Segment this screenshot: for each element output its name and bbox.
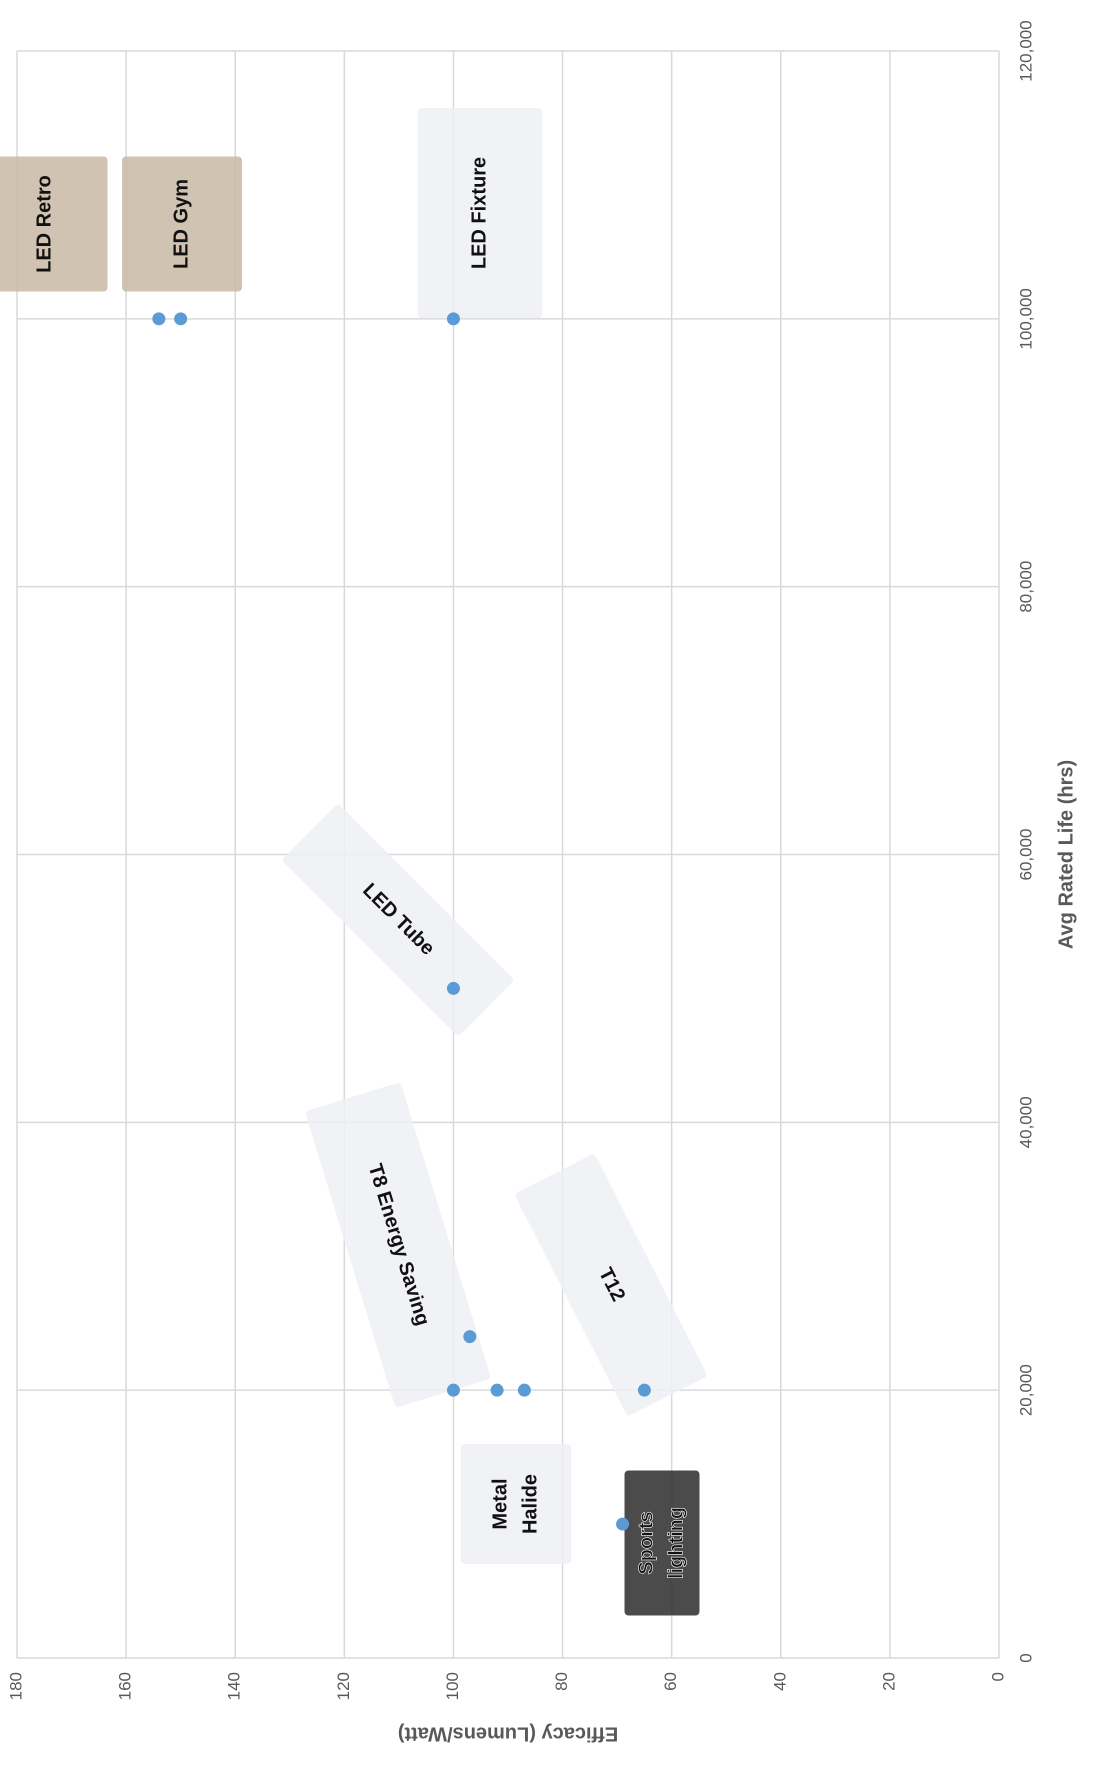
annotation: T12 [515,1154,707,1416]
annotation-text: Metal [489,1478,511,1529]
y-tick-label: 40 [770,1672,789,1691]
annotation: LED Fixture [417,108,543,318]
product-image [282,804,514,1036]
y-tick-label: 20 [879,1672,898,1691]
point [490,1383,504,1397]
y-tick-label: 100 [443,1672,462,1700]
annotation-text: LED Gym [170,179,192,269]
annotation: LED Gym [122,156,242,292]
annotation: T8 Energy Saving [305,1083,491,1407]
y-tick-label: 60 [661,1672,680,1691]
point [637,1383,651,1397]
y-tick-label: 160 [116,1672,135,1700]
product-image [515,1154,707,1416]
point [446,981,460,995]
product-image [122,156,242,292]
annotation: Sports lighting [624,1470,700,1616]
annotation-text: lighting [665,1507,687,1579]
annotation: LED Retro [0,156,108,292]
y-tick-label: 140 [225,1672,244,1700]
x-tick-label: 100,000 [1016,288,1035,349]
x-tick-label: 120,000 [1016,20,1035,81]
annotation: LED Tube [282,804,514,1036]
annotation-text: LED Fixture [468,157,490,269]
annotation-text: Sports [635,1511,657,1574]
point [446,312,460,326]
point [174,312,188,326]
product-image [417,108,543,318]
x-tick-label: 0 [1016,1653,1035,1662]
rotated-plot: 0 20 40 60 80 100 120 140 160 180 0 20,000 40,000 60,… [0,20,1077,1745]
point [446,1383,460,1397]
y-tick-label: 180 [6,1672,25,1700]
product-image [305,1083,491,1407]
y-tick-label: 0 [988,1672,1007,1681]
point [517,1383,531,1397]
product-image [0,156,108,292]
product-image [624,1470,700,1616]
x-tick-label: 40,000 [1016,1096,1035,1148]
y-tick-label: 120 [334,1672,353,1700]
x-axis-title: Avg Rated Life (hrs) [1055,760,1077,949]
annotation-text: LED Retro [33,175,55,273]
annotation-text: Halide [519,1474,541,1534]
product-image [461,1444,571,1564]
x-tick-label: 80,000 [1016,561,1035,613]
point [152,312,166,326]
point [463,1330,477,1344]
y-axis-title: Efficacy (Lumens/Watt) [398,1723,618,1745]
x-tick-label: 60,000 [1016,829,1035,881]
x-tick-label: 20,000 [1016,1364,1035,1416]
y-tick-label: 80 [552,1672,571,1691]
point [616,1517,630,1531]
annotation: Metal Halide [461,1444,571,1564]
